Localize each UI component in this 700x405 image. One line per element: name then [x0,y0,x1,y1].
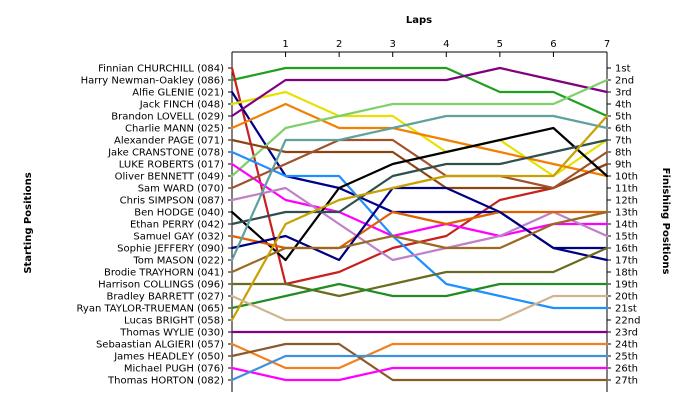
finishing-position-label: 25th [615,352,638,363]
starting-position-label: Jack FINCH (048) [139,100,224,111]
y-axis-title-left: Starting Positions [23,172,34,273]
finishing-position-label: 23rd [615,328,638,339]
starting-position-label: Chris SIMPSON (087) [120,196,224,207]
starting-position-label: James HEADLEY (050) [113,352,224,363]
finishing-position-label: 10th [615,172,638,183]
finishing-position-label: 22nd [615,316,640,327]
starting-position-label: Brodie TRAYHORN (041) [104,268,224,279]
starting-position-label: Alexander PAGE (071) [114,136,224,147]
starting-position-label: Oliver BENNETT (049) [115,172,224,183]
series-line [230,114,609,262]
lap-tick-label: 1 [282,39,288,50]
finishing-position-label: 20th [615,292,638,303]
finishing-position-label: 8th [615,148,632,159]
series-line [230,186,609,262]
finishing-position-label: 21st [615,304,637,315]
series-line [230,342,609,382]
finishing-position-label: 2nd [615,76,634,87]
lap-tick-label: 4 [443,39,449,50]
lap-tick-label: 6 [550,39,556,50]
finishing-position-label: 16th [615,244,638,255]
finishing-position-label: 3rd [615,88,632,99]
lap-tick-label: 7 [604,39,610,50]
finishing-position-label: 4th [615,100,632,111]
series-line [230,78,609,178]
starting-position-label: Alfie GLENIE (021) [132,88,224,99]
starting-position-label: Harry Newman-Oakley (086) [81,76,225,87]
starting-position-label: Sebaastian ALGIERI (057) [96,340,224,351]
series-line [230,66,609,118]
starting-position-label: Charlie MANN (025) [125,124,224,135]
starting-position-label: Ethan PERRY (042) [130,220,224,231]
finishing-position-label: 15th [615,232,638,243]
finishing-position-label: 5th [615,112,632,123]
series-line [230,102,609,178]
starting-position-label: Brandon LOVELL (029) [111,112,224,123]
series-line [230,114,609,322]
finishing-position-label: 24th [615,340,638,351]
starting-position-label: Jake CRANSTONE (078) [107,148,224,159]
finishing-position-label: 18th [615,268,638,279]
starting-position-label: Tom MASON (022) [132,256,224,267]
finishing-position-label: 14th [615,220,638,231]
starting-position-labels: Harry Newman-Oakley (086)Finnian CHURCHI… [77,64,225,387]
starting-position-label: Finnian CHURCHILL (084) [98,64,224,75]
lap-tick-label: 5 [497,39,503,50]
finishing-position-label: 17th [615,256,638,267]
finishing-position-label: 1st [615,64,631,75]
series-line [230,342,609,370]
finishing-position-labels: 1st2nd3rd4th5th6th7th8th9th10th11th12th1… [615,64,640,387]
starting-position-label: Harrison COLLINGS (096) [98,280,224,291]
starting-position-label: LUKE ROBERTS (017) [119,160,224,171]
series-line [230,354,609,382]
x-axis-title: Laps [406,15,432,26]
starting-position-label: Sophie JEFFERY (090) [117,244,224,255]
series-line [230,282,609,310]
starting-position-label: Michael PUGH (076) [124,364,224,375]
starting-position-label: Sam WARD (070) [138,184,224,195]
finishing-position-label: 27th [615,376,638,387]
series-line [230,162,609,238]
starting-position-label: Ryan TAYLOR-TRUEMAN (065) [77,304,225,315]
finishing-position-label: 9th [615,160,632,171]
starting-position-label: Bradley BARRETT (027) [107,292,225,303]
lap-tick-labels: 1 2 3 4 5 6 7 [282,39,610,50]
starting-position-label: Ben HODGE (040) [134,208,224,219]
series-layer [230,66,609,382]
finishing-position-label: 7th [615,136,632,147]
lap-tick-label: 3 [390,39,396,50]
finishing-position-label: 13th [615,208,638,219]
y-axis-title-right: Finishing Positions [660,168,671,275]
series-line [230,294,609,322]
series-line [230,186,609,262]
finishing-position-label: 12th [615,196,638,207]
finishing-position-label: 26th [615,364,638,375]
series-line [230,246,609,298]
finishing-position-label: 19th [615,280,638,291]
starting-position-label: Lucas BRIGHT (058) [124,316,224,327]
starting-position-label: Thomas HORTON (082) [107,376,224,387]
starting-position-label: Samuel GAY (032) [133,232,224,243]
finishing-position-label: 6th [615,124,632,135]
series-line [230,66,609,118]
finishing-position-label: 11th [615,184,638,195]
lap-tick-label: 2 [336,39,342,50]
series-line [230,138,609,226]
starting-position-label: Thomas WYLIE (030) [119,328,224,339]
series-line [230,366,609,382]
series-line [230,150,609,310]
series-line [230,210,609,274]
